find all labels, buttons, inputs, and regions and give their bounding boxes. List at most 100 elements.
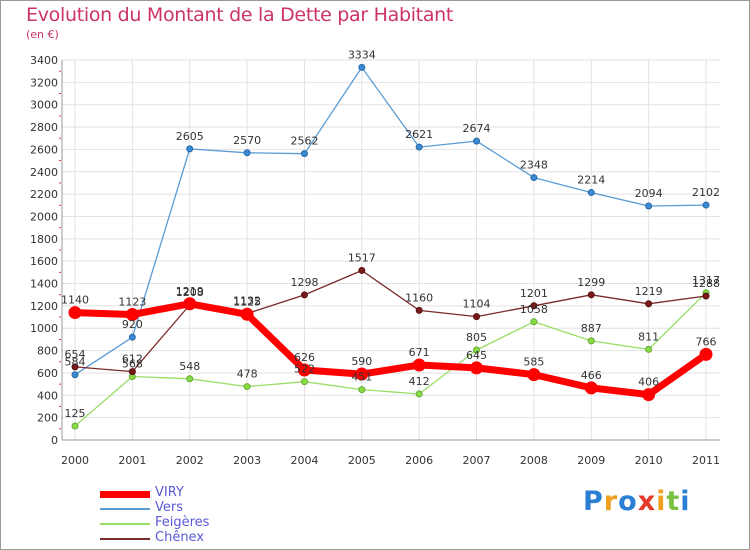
- y-tick-label: 3000: [30, 99, 58, 112]
- series-line-chenex: [74, 269, 707, 373]
- series-line-vers: [74, 66, 707, 376]
- data-label-chenex: 1219: [635, 285, 663, 298]
- data-label-chenex: 654: [65, 348, 86, 361]
- y-tick-label: 1800: [30, 233, 58, 246]
- legend-item-vers: Vers: [100, 500, 260, 517]
- data-point-vers: [645, 202, 653, 210]
- data-label-vers: 2102: [692, 186, 720, 199]
- data-label-feigeres: 887: [581, 322, 602, 335]
- data-point-feigeres: [587, 337, 595, 345]
- y-tick-label: 200: [37, 412, 58, 425]
- x-tick-label: 2008: [520, 454, 548, 467]
- y-tick-label: 1600: [30, 255, 58, 268]
- x-tick-label: 2003: [233, 454, 261, 467]
- data-label-viry: 1140: [61, 294, 89, 307]
- data-point-vers: [415, 143, 423, 151]
- data-label-viry: 585: [523, 356, 544, 369]
- data-label-feigeres: 548: [179, 360, 200, 373]
- data-label-chenex: 1132: [233, 294, 261, 307]
- y-tick-label: 1200: [30, 300, 58, 313]
- data-point-vers: [587, 189, 595, 197]
- data-point-vers: [128, 333, 136, 341]
- series-line-viry: [71, 300, 710, 399]
- data-point-vers: [530, 174, 538, 182]
- data-label-viry: 406: [638, 376, 659, 389]
- x-tick-label: 2010: [635, 454, 663, 467]
- y-tick-label: 2200: [30, 188, 58, 201]
- y-tick-label: 3400: [30, 54, 58, 67]
- legend-swatch-viry: [100, 490, 150, 498]
- data-label-vers: 2562: [290, 135, 318, 148]
- data-point-chenex: [645, 300, 653, 308]
- data-label-feigeres: 125: [65, 407, 86, 420]
- data-point-feigeres: [358, 386, 366, 394]
- data-label-vers: 2094: [635, 187, 663, 200]
- data-point-chenex: [473, 313, 481, 321]
- legend-item-viry: VIRY: [100, 485, 260, 502]
- y-tick-label: 2600: [30, 143, 58, 156]
- y-tick-label: 1400: [30, 278, 58, 291]
- data-label-chenex: 612: [122, 353, 143, 366]
- data-label-chenex: 1104: [463, 298, 491, 311]
- y-tick-label: 1000: [30, 322, 58, 335]
- data-point-chenex: [300, 291, 308, 299]
- data-point-viry: [527, 368, 541, 382]
- data-label-chenex: 1298: [290, 276, 318, 289]
- data-point-feigeres: [473, 346, 481, 354]
- data-label-viry: 466: [581, 369, 602, 382]
- data-point-feigeres: [300, 378, 308, 386]
- data-label-vers: 2348: [520, 159, 548, 172]
- data-point-feigeres: [71, 422, 79, 430]
- x-tick-label: 2000: [61, 454, 89, 467]
- legend-label-chenex: Chênex: [155, 530, 205, 545]
- data-point-vers: [300, 150, 308, 158]
- data-label-viry: 1123: [118, 295, 146, 308]
- data-label-viry: 766: [696, 335, 717, 348]
- legend-label-feigeres: Feigères: [155, 515, 210, 530]
- x-tick-label: 2001: [118, 454, 146, 467]
- data-label-feigeres: 811: [638, 330, 659, 343]
- legend-swatch-chenex: [100, 538, 150, 540]
- data-label-feigeres: 478: [237, 368, 258, 381]
- data-point-feigeres: [186, 375, 194, 383]
- data-label-viry: 1125: [233, 295, 261, 308]
- legend-item-chenex: Chênex: [100, 530, 260, 547]
- data-point-vers: [702, 201, 710, 209]
- data-label-feigeres: 805: [466, 331, 487, 344]
- x-tick-label: 2002: [176, 454, 204, 467]
- y-tick-label: 2800: [30, 121, 58, 134]
- plot-area: [62, 60, 720, 440]
- data-label-vers: 2605: [176, 130, 204, 143]
- data-point-chenex: [587, 291, 595, 299]
- x-tick-label: 2006: [405, 454, 433, 467]
- data-point-viry: [68, 306, 82, 320]
- data-label-viry: 590: [351, 355, 372, 368]
- data-label-feigeres: 412: [409, 375, 430, 388]
- data-point-chenex: [702, 292, 710, 300]
- data-point-feigeres: [530, 318, 538, 326]
- data-point-viry: [699, 347, 713, 361]
- proxiti-logo: Proxiti: [583, 486, 691, 517]
- data-point-viry: [297, 363, 311, 377]
- data-label-viry: 1219: [176, 285, 204, 298]
- legend-swatch-feigeres: [100, 523, 150, 525]
- x-tick-label: 2004: [290, 454, 318, 467]
- data-label-viry: 645: [466, 349, 487, 362]
- data-point-vers: [186, 145, 194, 153]
- data-label-feigeres: 1058: [520, 303, 548, 316]
- data-point-viry: [412, 358, 426, 372]
- data-point-feigeres: [415, 390, 423, 398]
- data-point-viry: [584, 381, 598, 395]
- data-point-feigeres: [243, 383, 251, 391]
- y-tick-label: 400: [37, 389, 58, 402]
- data-label-chenex: 1160: [405, 291, 433, 304]
- data-label-viry: 626: [294, 351, 315, 364]
- data-point-vers: [71, 371, 79, 379]
- x-tick-label: 2009: [577, 454, 605, 467]
- y-tick-label: 2400: [30, 166, 58, 179]
- data-label-feigeres: 451: [351, 371, 372, 384]
- data-label-feigeres: 568: [122, 358, 143, 371]
- data-point-vers: [473, 137, 481, 145]
- data-point-viry: [355, 367, 369, 381]
